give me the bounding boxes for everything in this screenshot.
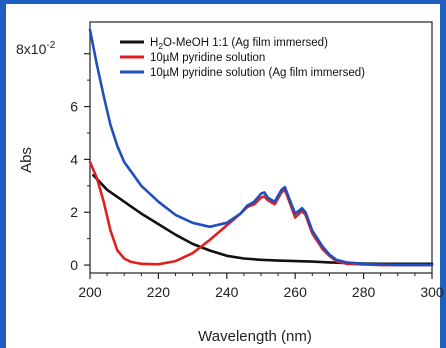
frame-right-edge: [440, 0, 446, 348]
legend-label: 10µM pyridine solution (Ag film immersed…: [150, 67, 365, 79]
x-tick-label: 220: [147, 284, 171, 300]
frame-left-edge: [0, 0, 6, 348]
y-axis-title: Abs: [18, 147, 35, 173]
x-tick-label: 240: [215, 284, 239, 300]
series-line-2: [88, 28, 434, 267]
y-tick-label: 4: [70, 151, 78, 167]
x-tick-label: 300: [420, 284, 444, 300]
y-tick-label: 2: [70, 204, 78, 220]
legend-label: H2O-MeOH 1:1 (Ag film immersed): [150, 37, 328, 51]
x-axis-ticks: 200 220 240 260 280 300: [78, 273, 444, 300]
legend-label: 10µM pyridine solution: [150, 52, 265, 64]
x-tick-label: 200: [78, 284, 102, 300]
y-tick-label: 0: [70, 257, 78, 273]
x-tick-label: 280: [352, 284, 376, 300]
x-axis-title: Wavelength (nm): [198, 328, 312, 345]
y-tick-label: 6: [70, 99, 78, 115]
frame-top-edge: [0, 0, 446, 4]
y-scale-label: 8x10-2: [16, 40, 56, 57]
legend: H2O-MeOH 1:1 (Ag film immersed)10µM pyri…: [120, 37, 365, 79]
x-tick-label: 260: [284, 284, 308, 300]
series-layer: [88, 28, 434, 267]
y-axis-ticks: 0 2 4 6: [70, 53, 90, 273]
